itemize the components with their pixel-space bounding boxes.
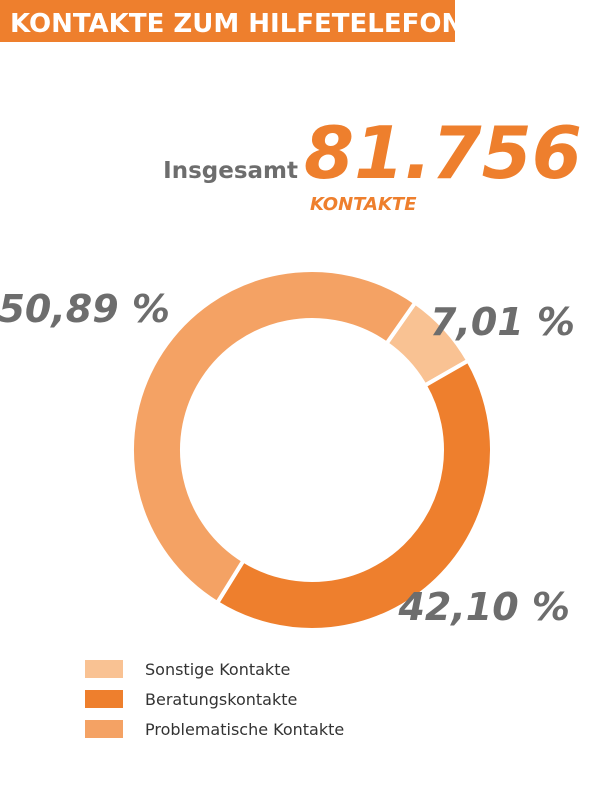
total-prefix: Insgesamt (163, 158, 298, 184)
legend-swatch (85, 690, 123, 708)
title-bar (0, 0, 455, 42)
slice-label: 42,10 % (397, 585, 570, 629)
total-value: 81.756 (304, 111, 582, 195)
slice-label: 7,01 % (430, 300, 575, 344)
legend-swatch (85, 720, 123, 738)
legend-label: Beratungskontakte (145, 690, 297, 709)
legend-label: Sonstige Kontakte (145, 660, 290, 679)
slice (214, 357, 494, 632)
legend-swatch (85, 660, 123, 678)
legend-label: Problematische Kontakte (145, 720, 344, 739)
slice-label: 50,89 % (0, 287, 170, 331)
slice (130, 267, 419, 606)
chart-title: KONTAKTE ZUM HILFETELEFON (10, 9, 463, 39)
total-unit: KONTAKTE (310, 194, 417, 215)
